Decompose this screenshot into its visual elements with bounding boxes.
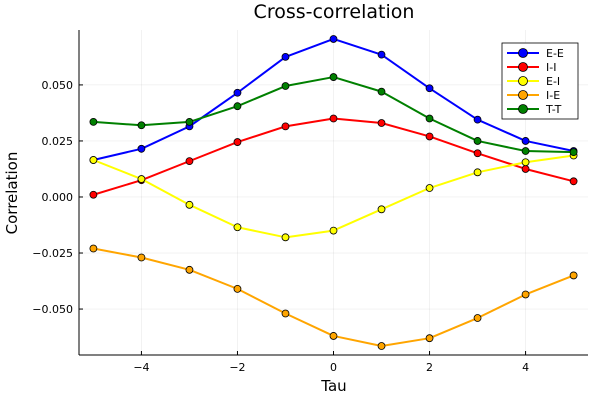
legend: E-EI-IE-II-ET-T (501, 42, 579, 120)
data-point-i-e (281, 309, 290, 318)
plot-axes (78, 30, 588, 356)
data-point-i-e (185, 265, 194, 274)
data-point-i-e (569, 271, 578, 280)
data-point-e-e (233, 88, 242, 97)
data-point-i-i (233, 138, 242, 146)
data-point-t-t (473, 137, 482, 145)
legend-marker (518, 104, 528, 114)
data-point-e-i (425, 184, 434, 192)
data-point-e-i (233, 223, 242, 232)
data-point-t-t (569, 148, 578, 157)
legend-label: I-I (546, 61, 556, 74)
legend-label: I-E (546, 89, 560, 102)
legend-marker (518, 48, 528, 58)
data-point-t-t (425, 114, 434, 123)
data-point-e-i (185, 200, 194, 209)
x-tick-label: −4 (133, 361, 149, 374)
data-point-t-t (281, 82, 290, 90)
data-point-i-i (89, 190, 98, 199)
data-point-e-i (473, 168, 482, 177)
data-series (89, 35, 578, 350)
data-point-i-e (377, 342, 386, 350)
data-point-i-i (425, 132, 434, 141)
legend-label: T-T (545, 103, 562, 116)
data-point-t-t (377, 87, 386, 96)
data-point-i-e (89, 244, 98, 253)
data-point-t-t (233, 102, 242, 111)
data-point-i-e (521, 290, 530, 299)
data-point-i-e (233, 284, 242, 293)
series-t-t (89, 73, 578, 157)
x-tick-label: −2 (229, 361, 245, 374)
data-point-t-t (329, 73, 338, 81)
data-point-i-i (377, 119, 386, 127)
data-point-i-i (185, 157, 194, 166)
data-point-e-e (281, 52, 290, 61)
y-tick-label: −0.050 (32, 303, 73, 316)
data-point-i-e (425, 334, 434, 343)
y-tick-label: 0.025 (42, 135, 74, 148)
legend-marker (518, 62, 528, 72)
data-point-t-t (137, 121, 146, 130)
y-tick-label: 0.000 (42, 191, 74, 204)
x-tick-label: 4 (522, 361, 529, 374)
data-point-e-i (89, 156, 98, 164)
x-tick-label: 2 (426, 361, 433, 374)
y-axis-label: Correlation (3, 152, 21, 235)
series-i-e (89, 244, 578, 350)
data-point-i-i (569, 177, 578, 186)
data-point-e-e (425, 84, 434, 93)
data-point-e-e (377, 50, 386, 59)
data-point-e-e (473, 115, 482, 124)
data-point-e-i (377, 205, 386, 214)
x-axis-label: Tau (320, 377, 346, 395)
data-point-t-t (185, 117, 194, 126)
data-point-i-i (473, 149, 482, 158)
legend-marker (518, 76, 528, 86)
data-point-e-e (329, 35, 338, 43)
data-point-e-e (521, 137, 530, 145)
data-point-t-t (89, 117, 98, 126)
data-point-i-e (137, 253, 146, 262)
legend-marker (518, 90, 528, 100)
y-tick-label: −0.025 (32, 247, 73, 260)
data-point-i-i (329, 114, 338, 123)
data-point-e-i (137, 175, 146, 183)
data-point-e-i (281, 233, 290, 242)
data-point-i-e (473, 314, 482, 322)
legend-label: E-I (546, 75, 560, 88)
y-tick-label: 0.050 (42, 79, 74, 92)
data-point-e-i (329, 226, 338, 235)
legend-label: E-E (546, 47, 564, 60)
data-point-t-t (521, 147, 530, 155)
data-point-i-e (329, 332, 338, 340)
data-point-e-i (521, 158, 530, 167)
chart-title: Cross-correlation (254, 1, 415, 23)
data-point-i-i (521, 165, 530, 173)
x-tick-label: 0 (330, 361, 337, 374)
tick-labels: −4 −2 0 2 4 −0.050 −0.025 0.000 0.025 0.050 (32, 79, 529, 374)
data-point-i-i (281, 122, 290, 131)
data-point-e-e (137, 144, 146, 153)
